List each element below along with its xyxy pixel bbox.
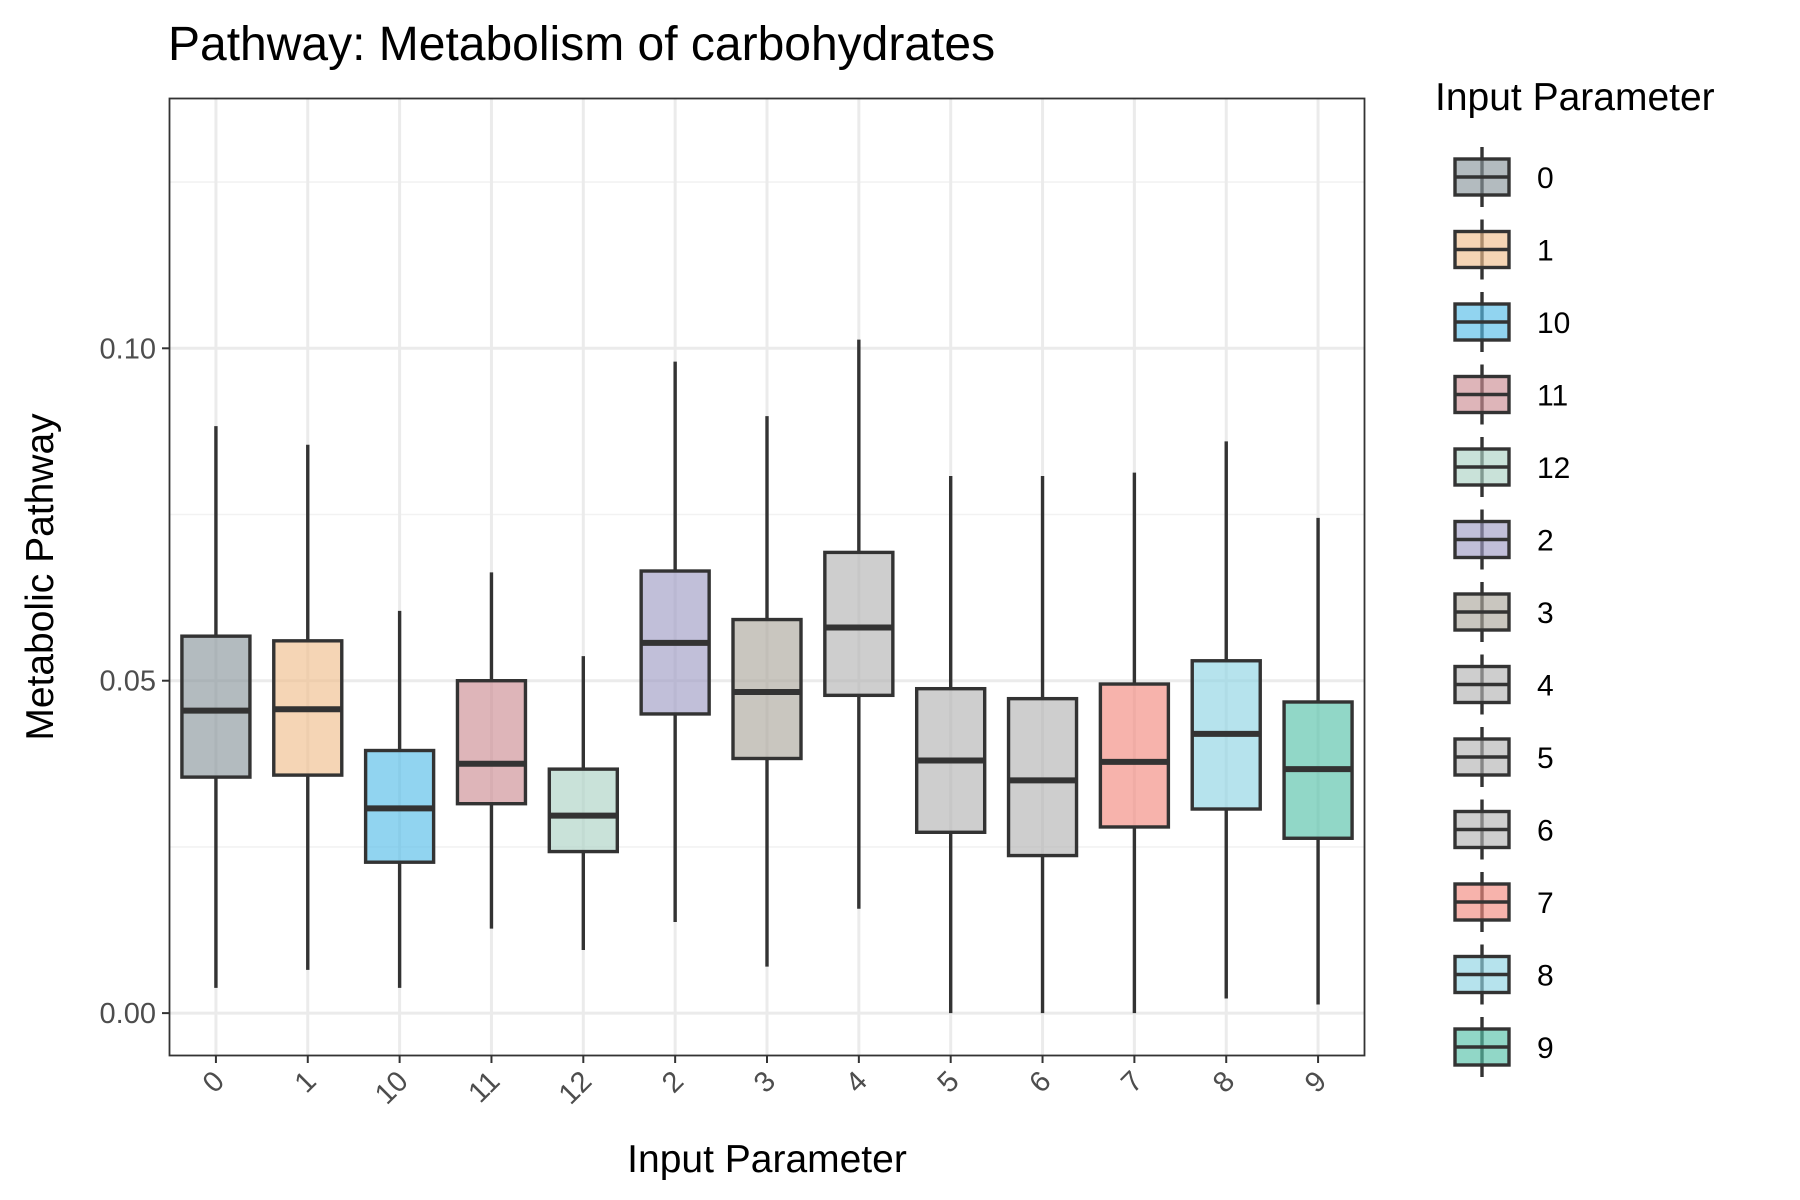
x-tick-label: 8 bbox=[1207, 1065, 1241, 1099]
box-body bbox=[1098, 682, 1171, 829]
x-tick-label: 7 bbox=[1115, 1065, 1149, 1099]
box-body bbox=[180, 634, 252, 779]
legend-item-11: 11 bbox=[1453, 364, 1568, 425]
y-axis-title: Metabolic Pathway bbox=[19, 413, 62, 741]
box-group-9 bbox=[1282, 517, 1354, 1005]
legend-title: Input Parameter bbox=[1435, 76, 1715, 119]
boxplot-series bbox=[180, 339, 1354, 1014]
box-group-0 bbox=[180, 426, 252, 988]
legend-label: 2 bbox=[1537, 525, 1554, 558]
legend-label: 11 bbox=[1537, 380, 1568, 413]
box-group-2 bbox=[639, 361, 711, 923]
x-tick-label: 4 bbox=[840, 1065, 874, 1099]
x-axis: 0 1 10 11 12 2 3 4 5 6 7 8 9 bbox=[197, 1055, 1333, 1111]
legend-item-5: 5 bbox=[1453, 727, 1554, 787]
legend-item-0: 0 bbox=[1453, 147, 1554, 207]
legend-item-8: 8 bbox=[1453, 944, 1554, 1005]
legend-label: 3 bbox=[1537, 597, 1554, 630]
y-tick-label: 0.10 bbox=[100, 333, 156, 365]
x-tick-label: 1 bbox=[289, 1065, 323, 1099]
y-tick-label: 0.00 bbox=[100, 998, 156, 1030]
box-body bbox=[1006, 696, 1079, 858]
box-body bbox=[547, 767, 620, 854]
y-tick-label: 0.05 bbox=[100, 666, 156, 698]
legend-label: 7 bbox=[1537, 887, 1554, 920]
box-group-4 bbox=[823, 339, 895, 909]
legend-item-10: 10 bbox=[1453, 292, 1570, 352]
x-axis-title: Input Parameter bbox=[627, 1138, 907, 1181]
legend-item-2: 2 bbox=[1453, 509, 1554, 570]
legend-item-3: 3 bbox=[1453, 582, 1554, 642]
legend-label: 1 bbox=[1537, 235, 1554, 268]
legend-item-4: 4 bbox=[1453, 654, 1554, 715]
box-group-5 bbox=[914, 475, 987, 1014]
x-tick-label: 10 bbox=[369, 1065, 414, 1110]
y-axis: 0.00 0.05 0.10 bbox=[100, 333, 170, 1030]
legend-label: 8 bbox=[1537, 960, 1554, 993]
x-tick-label: 12 bbox=[553, 1065, 598, 1110]
legend-label: 12 bbox=[1537, 452, 1570, 485]
box-group-8 bbox=[1190, 441, 1262, 999]
legend-label: 10 bbox=[1537, 307, 1570, 340]
box-body bbox=[455, 679, 528, 806]
chart-title: Pathway: Metabolism of carbohydrates bbox=[168, 18, 995, 71]
legend-label: 4 bbox=[1537, 670, 1554, 703]
x-tick-label: 6 bbox=[1023, 1065, 1057, 1099]
box-group-3 bbox=[731, 416, 803, 967]
box-group-6 bbox=[1006, 475, 1079, 1014]
legend-item-9: 9 bbox=[1453, 1017, 1554, 1077]
legend-label: 0 bbox=[1537, 162, 1554, 195]
box-group-11 bbox=[455, 572, 528, 929]
x-tick-label: 0 bbox=[197, 1065, 231, 1099]
box-group-7 bbox=[1098, 472, 1171, 1014]
box-group-10 bbox=[363, 610, 436, 988]
legend-label: 5 bbox=[1537, 742, 1554, 775]
legend-item-7: 7 bbox=[1453, 872, 1554, 932]
legend-item-12: 12 bbox=[1453, 437, 1570, 497]
x-tick-label: 9 bbox=[1299, 1065, 1333, 1099]
box-body bbox=[823, 550, 895, 698]
legend-item-1: 1 bbox=[1453, 219, 1554, 280]
x-tick-label: 11 bbox=[462, 1065, 506, 1109]
x-tick-label: 2 bbox=[656, 1065, 690, 1099]
legend: Input Parameter 0 1 10 11 12 2 3 4 5 6 7 8 9 bbox=[1435, 76, 1715, 1077]
legend-label: 6 bbox=[1537, 815, 1554, 848]
legend-item-6: 6 bbox=[1453, 799, 1554, 860]
box-group-12 bbox=[547, 656, 620, 950]
box-group-1 bbox=[272, 444, 344, 970]
x-tick-label: 5 bbox=[932, 1065, 966, 1099]
legend-label: 9 bbox=[1537, 1032, 1554, 1065]
x-tick-label: 3 bbox=[748, 1065, 782, 1099]
